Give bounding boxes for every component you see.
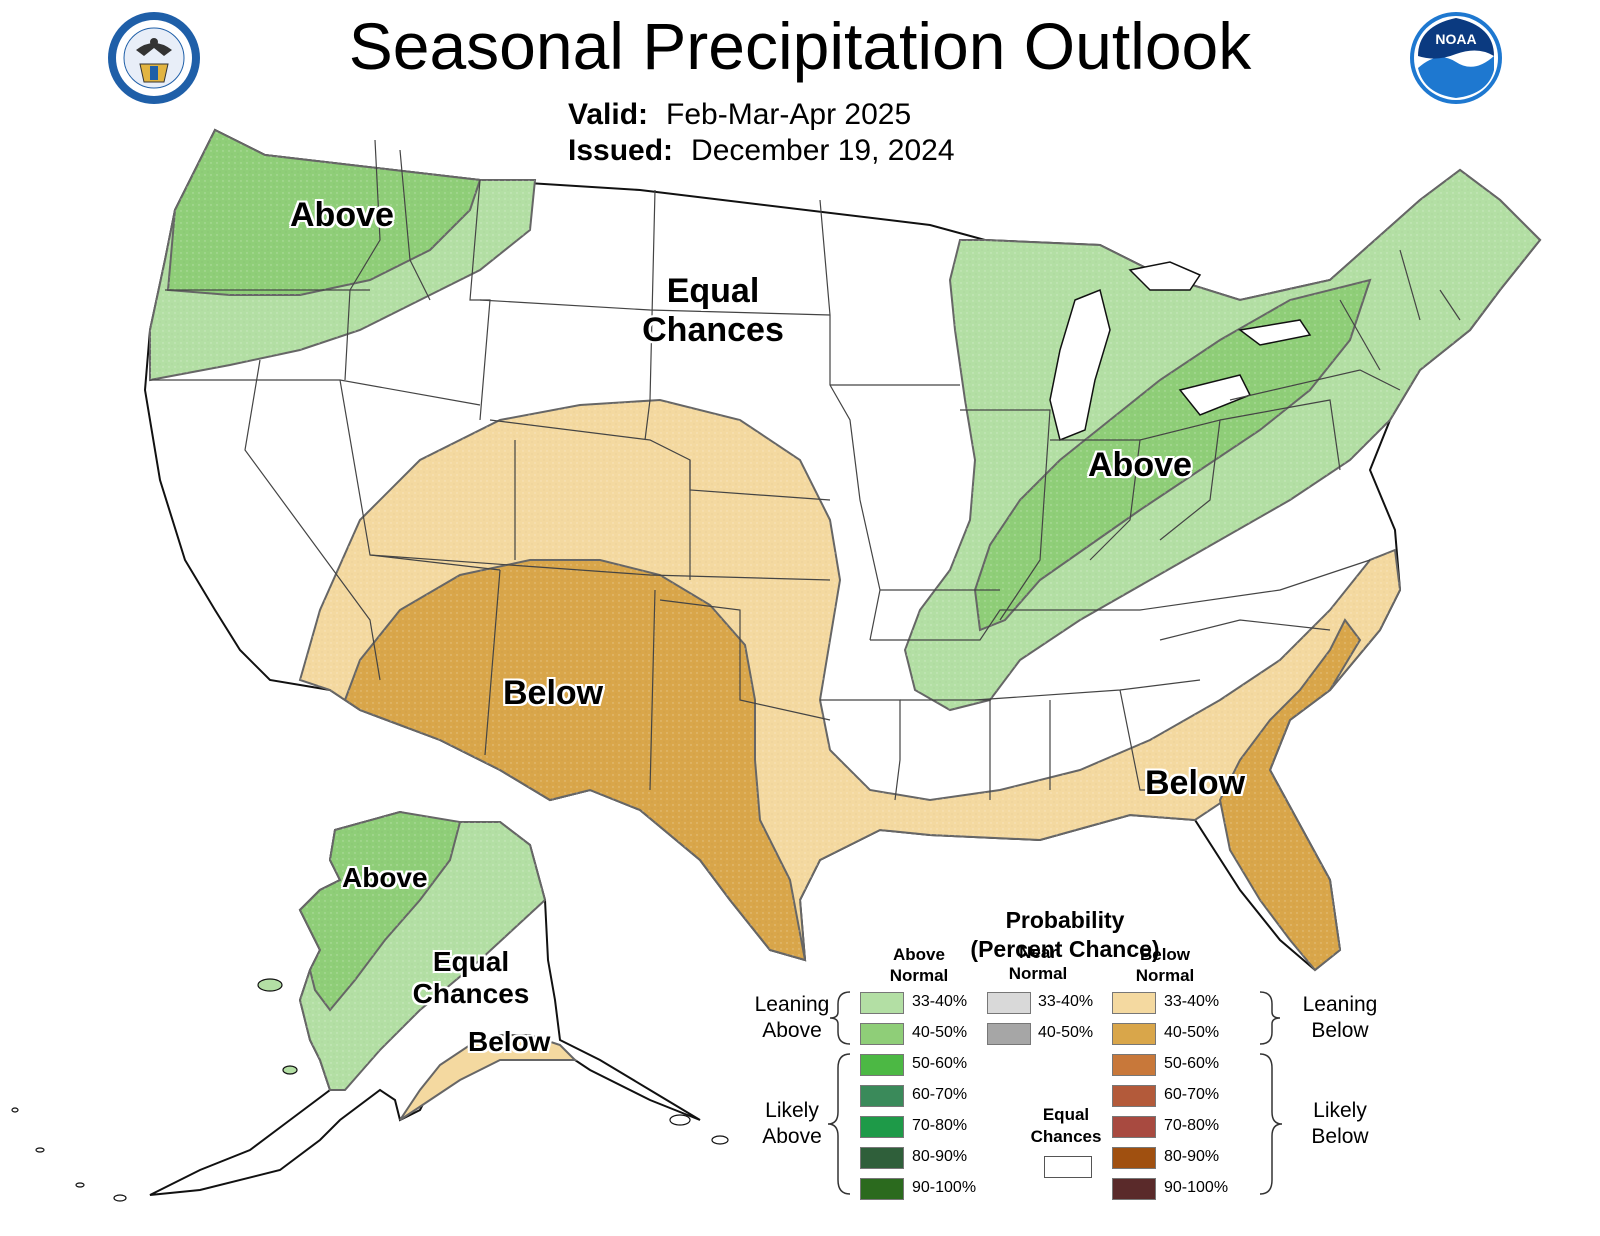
issued-date: Issued: December 19, 2024: [568, 134, 955, 168]
legend-swatch-below-2: [1112, 1054, 1156, 1076]
legend-swatch-label-above-6: 90-100%: [912, 1179, 977, 1196]
legend-braces: [827, 991, 1283, 1195]
region-label-plains-ec-line2: Chances: [642, 311, 784, 350]
legend-swatch-below-0: [1112, 992, 1156, 1014]
region-label-ak-above: Above: [342, 862, 428, 893]
legend-swatch-label-below-0: 33-40%: [1164, 993, 1220, 1010]
noaa-logo-icon: NOAA: [1410, 12, 1502, 104]
commerce-seal-icon: [108, 12, 200, 104]
valid-period: Valid: Feb-Mar-Apr 2025: [568, 98, 911, 132]
legend-leaning-above-line1: Leaning: [754, 993, 830, 1016]
valid-value: Feb-Mar-Apr 2025: [666, 98, 912, 131]
legend-above-header-line2: Normal: [889, 966, 949, 986]
legend-swatch-label-above-5: 80-90%: [912, 1148, 968, 1165]
legend-swatch-label-below-2: 50-60%: [1164, 1055, 1220, 1072]
legend-leaning-below-line1: Leaning: [1302, 993, 1378, 1016]
region-label-ak-ec: Equal Chances: [406, 946, 536, 1010]
legend-above-header: Above Normal: [869, 944, 969, 987]
page-title: Seasonal Precipitation Outlook: [348, 9, 1252, 83]
legend-title-line2: (Percent Chance): [970, 935, 1160, 962]
legend-swatch-near-1: [987, 1023, 1031, 1045]
state-boundaries: [150, 139, 1461, 801]
issued-label: Issued:: [568, 134, 674, 167]
legend-swatch-above-5: [860, 1147, 904, 1169]
legend-equal-chances-swatch: [1044, 1156, 1092, 1178]
region-label-sw-below: Below: [503, 674, 604, 712]
legend-title-line1: Probability: [1005, 907, 1125, 933]
legend-equal-chances-line2: Chances: [1030, 1127, 1102, 1147]
legend-swatch-label-below-3: 60-70%: [1164, 1086, 1220, 1103]
legend-swatch-below-3: [1112, 1085, 1156, 1107]
legend-swatch-label-below-6: 90-100%: [1164, 1179, 1229, 1196]
region-label-ak-ec-line2: Chances: [412, 978, 530, 1010]
legend-likely-below-line2: Below: [1311, 1125, 1369, 1149]
alaska-islands: [11, 978, 729, 1202]
legend-equal-chances-line1: Equal: [1042, 1105, 1090, 1124]
region-label-plains-ec: Equal Chances: [633, 272, 793, 350]
valid-label: Valid:: [568, 98, 649, 131]
ak-leaning-below-33-40: [399, 1034, 578, 1121]
legend-swatch-below-1: [1112, 1023, 1156, 1045]
legend-swatch-below-4: [1112, 1116, 1156, 1138]
legend-swatch-label-above-2: 50-60%: [912, 1055, 968, 1072]
legend-swatch-label-above-0: 33-40%: [912, 993, 968, 1010]
legend-swatch-above-3: [860, 1085, 904, 1107]
legend-swatch-label-below-4: 70-80%: [1164, 1117, 1220, 1134]
legend-swatch-above-6: [860, 1178, 904, 1200]
legend-likely-below: Likely Below: [1290, 1098, 1390, 1151]
legend-swatch-label-above-1: 40-50%: [912, 1024, 968, 1041]
region-label-plains-ec-line1: Equal: [666, 272, 760, 310]
legend-swatch-above-4: [860, 1116, 904, 1138]
legend-equal-chances: Equal Chances: [1016, 1104, 1116, 1148]
legend-swatch-label-below-5: 80-90%: [1164, 1148, 1220, 1165]
legend-near-header-line2: Normal: [1008, 964, 1068, 984]
legend-below-header-line2: Normal: [1135, 966, 1195, 986]
legend-above-header-line1: Above: [893, 945, 945, 964]
legend-swatch-below-6: [1112, 1178, 1156, 1200]
region-label-ak-ec-line1: Equal: [432, 946, 510, 977]
legend-below-header: Below Normal: [1115, 944, 1215, 987]
legend-likely-above: Likely Above: [742, 1098, 842, 1151]
legend-swatch-label-above-4: 70-80%: [912, 1117, 968, 1134]
region-label-ak-below: Below: [468, 1026, 551, 1057]
legend-swatch-near-0: [987, 992, 1031, 1014]
region-label-ohio-above: Above: [1088, 446, 1192, 484]
legend-swatch-above-0: [860, 992, 904, 1014]
legend-swatch-label-above-3: 60-70%: [912, 1086, 968, 1103]
legend-swatch-label-near-1: 40-50%: [1038, 1024, 1094, 1041]
legend-title: Probability (Percent Chance): [960, 906, 1170, 964]
legend-leaning-below-line2: Below: [1311, 1019, 1369, 1043]
legend-near-header-line1: Near: [1019, 943, 1057, 962]
legend-swatch-above-2: [860, 1054, 904, 1076]
issued-value: December 19, 2024: [691, 134, 955, 167]
legend-likely-above-line1: Likely: [765, 1099, 819, 1122]
legend-swatch-below-5: [1112, 1147, 1156, 1169]
great-lakes: [1049, 261, 1312, 442]
legend-likely-below-line1: Likely: [1313, 1099, 1367, 1122]
legend-leaning-below: Leaning Below: [1290, 992, 1390, 1045]
noaa-logo-text: NOAA: [1435, 31, 1476, 47]
legend-swatch-above-1: [860, 1023, 904, 1045]
legend-leaning-above: Leaning Above: [742, 992, 842, 1045]
legend-below-header-line1: Below: [1139, 945, 1191, 964]
region-label-nw-above: Above: [290, 196, 394, 234]
legend-swatch-label-below-1: 40-50%: [1164, 1024, 1220, 1041]
legend-swatch-label-near-0: 33-40%: [1038, 993, 1094, 1010]
region-label-se-below: Below: [1145, 764, 1246, 802]
legend-leaning-above-line2: Above: [762, 1019, 822, 1043]
legend-near-header: Near Normal: [988, 942, 1088, 985]
legend-likely-above-line2: Above: [762, 1125, 822, 1149]
